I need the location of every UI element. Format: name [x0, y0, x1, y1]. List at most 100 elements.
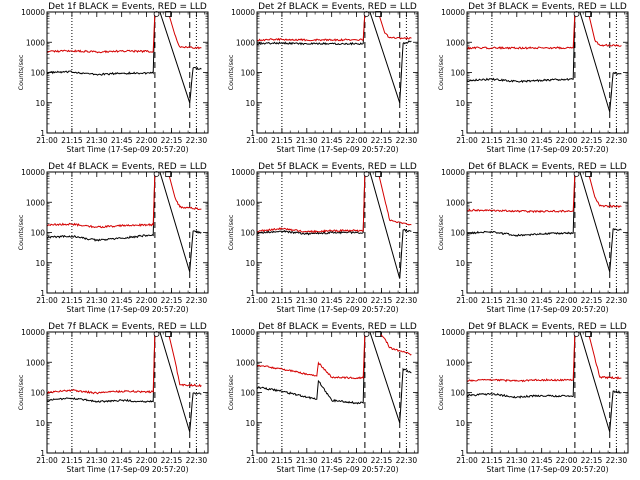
x-tick-label: 22:15: [581, 136, 603, 145]
x-tick-label: 21:15: [271, 136, 293, 145]
x-tick-label: 22:00: [556, 296, 578, 305]
series-line-events: [257, 172, 412, 279]
x-tick-label: 21:00: [456, 296, 478, 305]
y-tick-label: 10000: [231, 8, 255, 17]
x-tick-label: 22:30: [186, 136, 208, 145]
plot-frame: [256, 171, 419, 294]
y-tick-label: 1000: [236, 38, 255, 47]
plot-frame: [466, 171, 629, 294]
x-tick-label: 21:00: [36, 456, 58, 465]
y-tick-label: 1: [250, 449, 255, 458]
y-axis-label: Counts/sec: [227, 374, 235, 410]
x-tick-label: 21:30: [296, 456, 318, 465]
x-tick-label: 22:00: [136, 136, 158, 145]
y-tick-label: 100: [31, 389, 46, 398]
series-line-lld: [467, 172, 622, 214]
x-tick-label: 21:15: [481, 136, 503, 145]
x-tick-label: 22:30: [396, 136, 418, 145]
y-tick-label: 10000: [21, 328, 45, 337]
x-tick-label: 21:15: [481, 456, 503, 465]
panel-title: Det 2f BLACK = Events, RED = LLD: [258, 2, 417, 12]
y-tick-label: 100: [241, 69, 256, 78]
y-tick-label: 10: [455, 99, 465, 108]
x-axis-label: Start Time (17-Sep-09 20:57:20): [487, 145, 609, 154]
y-tick-label: 1000: [236, 358, 255, 367]
y-tick-label: 1000: [26, 358, 45, 367]
y-axis-label: Counts/sec: [437, 374, 445, 410]
x-tick-label: 21:15: [271, 456, 293, 465]
panel-3: Det 3f BLACK = Events, RED = LLD 1 10 100 10…: [437, 2, 629, 154]
y-tick-label: 1000: [446, 358, 465, 367]
x-tick-label: 22:30: [606, 136, 628, 145]
plot-frame: [466, 11, 629, 134]
y-tick-label: 100: [451, 389, 466, 398]
y-axis-label: Counts/sec: [17, 54, 25, 90]
x-tick-label: 22:30: [606, 456, 628, 465]
series-line-lld: [47, 12, 202, 54]
y-tick-label: 10: [245, 99, 255, 108]
y-tick-label: 1000: [236, 198, 255, 207]
series-line-events: [47, 332, 202, 433]
panel-title: Det 6f BLACK = Events, RED = LLD: [468, 162, 627, 172]
x-tick-label: 21:15: [61, 296, 83, 305]
x-tick-label: 22:00: [136, 296, 158, 305]
series-line-lld: [257, 12, 412, 42]
y-tick-label: 100: [31, 229, 46, 238]
x-tick-label: 22:30: [186, 296, 208, 305]
x-tick-label: 22:15: [371, 136, 393, 145]
y-tick-label: 1: [40, 129, 45, 138]
y-axis-label: Counts/sec: [437, 214, 445, 250]
y-axis-label: Counts/sec: [227, 214, 235, 250]
plot-frame: [46, 331, 209, 454]
x-tick-label: 21:30: [506, 296, 528, 305]
plot-frame: [46, 171, 209, 294]
panel-title: Det 1f BLACK = Events, RED = LLD: [48, 2, 207, 12]
series-line-lld: [467, 12, 622, 50]
panel-title: Det 7f BLACK = Events, RED = LLD: [48, 322, 207, 332]
x-tick-label: 21:45: [111, 296, 133, 305]
y-tick-label: 10000: [21, 168, 45, 177]
y-tick-label: 10000: [441, 328, 465, 337]
y-tick-label: 1000: [446, 198, 465, 207]
x-tick-label: 22:15: [371, 456, 393, 465]
x-tick-label: 21:15: [271, 296, 293, 305]
x-tick-label: 22:30: [396, 456, 418, 465]
x-tick-label: 21:00: [246, 456, 268, 465]
plot-frame: [46, 11, 209, 134]
x-tick-label: 22:15: [161, 456, 183, 465]
x-axis-label: Start Time (17-Sep-09 20:57:20): [487, 465, 609, 474]
series-line-events: [257, 12, 412, 103]
y-tick-label: 10000: [231, 328, 255, 337]
y-tick-label: 10: [245, 419, 255, 428]
y-tick-label: 10: [455, 259, 465, 268]
x-tick-label: 21:30: [86, 296, 108, 305]
x-tick-label: 21:15: [481, 296, 503, 305]
x-axis-label: Start Time (17-Sep-09 20:57:20): [67, 145, 189, 154]
x-tick-label: 22:00: [556, 456, 578, 465]
panel-9: Det 9f BLACK = Events, RED = LLD 1 10 100 10…: [437, 322, 629, 474]
y-tick-label: 1: [460, 129, 465, 138]
plot-frame: [466, 331, 629, 454]
x-axis-label: Start Time (17-Sep-09 20:57:20): [277, 465, 399, 474]
y-tick-label: 1000: [26, 198, 45, 207]
y-tick-label: 100: [241, 229, 256, 238]
x-tick-label: 22:30: [186, 456, 208, 465]
x-axis-label: Start Time (17-Sep-09 20:57:20): [67, 305, 189, 314]
series-line-lld: [257, 332, 412, 380]
series-line-lld: [257, 172, 412, 234]
y-axis-label: Counts/sec: [17, 374, 25, 410]
y-tick-label: 10: [35, 259, 45, 268]
y-tick-label: 10000: [231, 168, 255, 177]
x-axis-label: Start Time (17-Sep-09 20:57:20): [67, 465, 189, 474]
x-tick-label: 22:00: [556, 136, 578, 145]
panel-title: Det 8f BLACK = Events, RED = LLD: [258, 322, 417, 332]
y-axis-label: Counts/sec: [437, 54, 445, 90]
y-tick-label: 10000: [21, 8, 45, 17]
x-tick-label: 21:00: [246, 136, 268, 145]
panel-8: Det 8f BLACK = Events, RED = LLD 1 10 100 10…: [227, 322, 419, 474]
x-tick-label: 21:30: [506, 136, 528, 145]
series-line-events: [257, 332, 412, 423]
x-tick-label: 21:00: [456, 456, 478, 465]
x-tick-label: 21:45: [531, 456, 553, 465]
x-tick-label: 22:30: [606, 296, 628, 305]
